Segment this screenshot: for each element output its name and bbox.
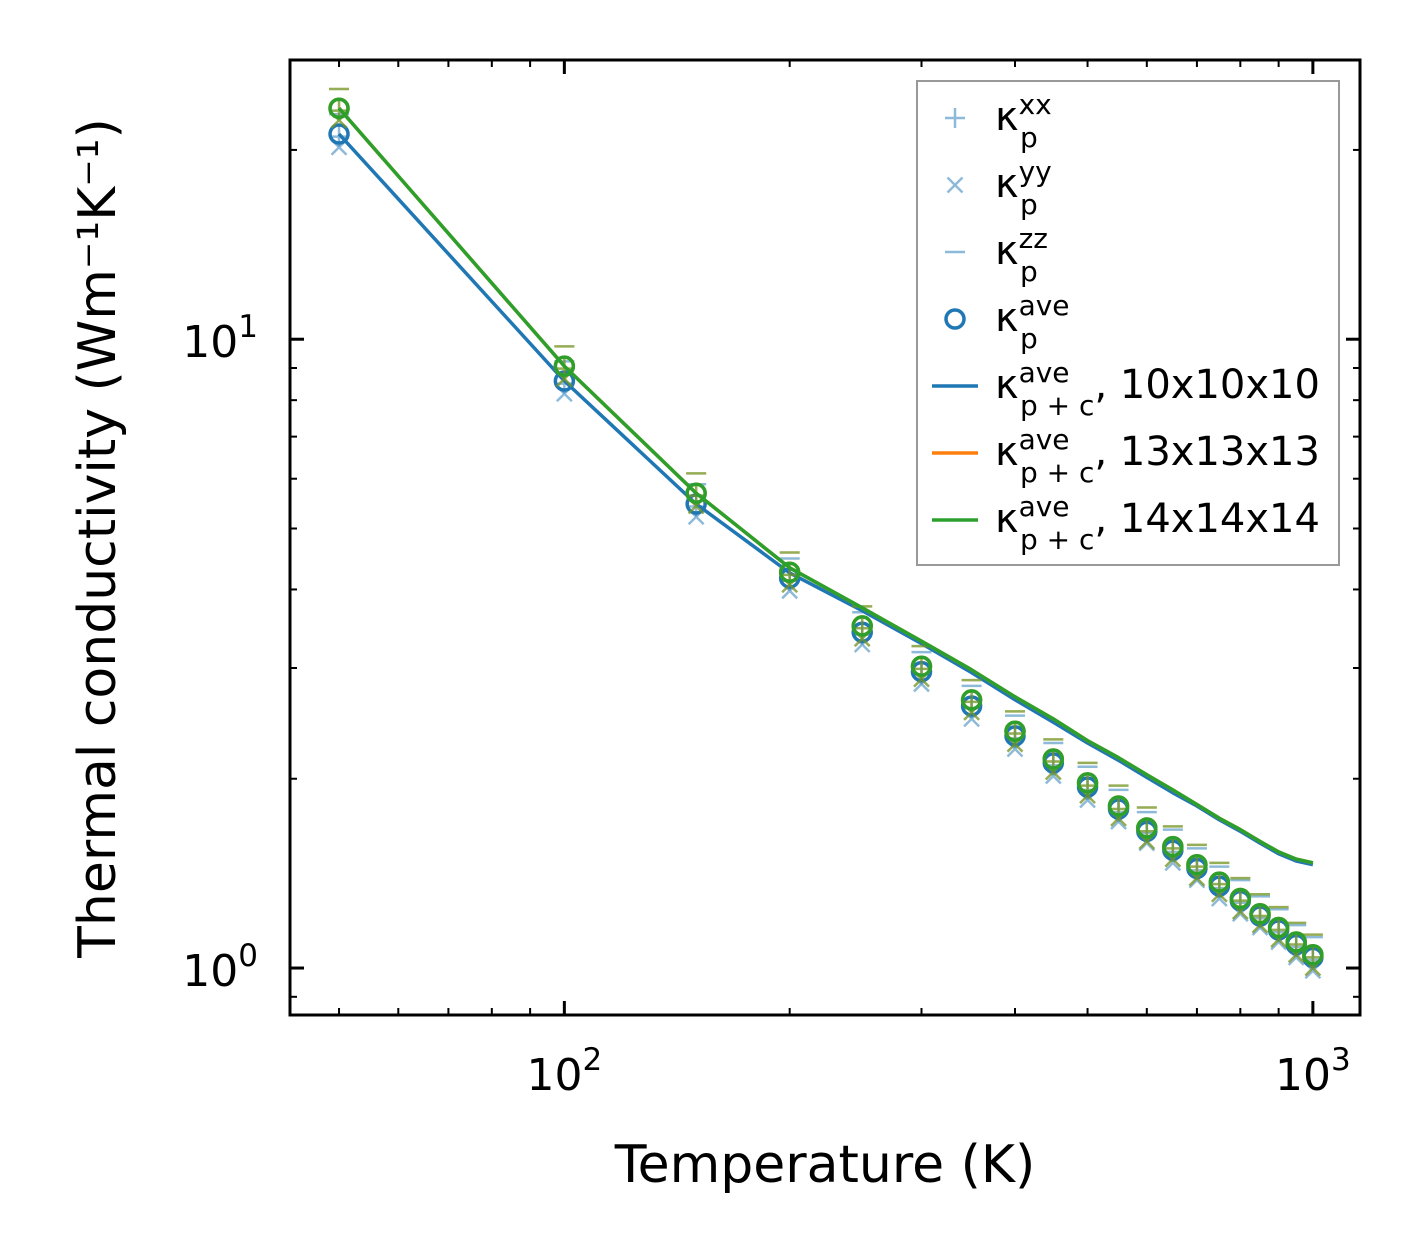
legend-label-base: κ [995, 161, 1019, 207]
legend-label: κave p [995, 289, 1070, 355]
kp-ave-point [1229, 887, 1252, 910]
legend-label-sub: p [1020, 121, 1038, 154]
kp-ave-point [1004, 720, 1026, 742]
kp-ave-point [1302, 943, 1324, 966]
legend-label: κyy p [995, 155, 1052, 221]
kp-ave-point [960, 689, 983, 711]
legend-label: κxx p [995, 88, 1052, 154]
y-tick-label-exponent: 0 [238, 938, 258, 974]
kp-ave-point [1285, 931, 1307, 953]
legend-label-sub: p [1020, 188, 1038, 221]
x-tick-label-base: 10 [1275, 1050, 1331, 1101]
legend-item: κave p [944, 289, 1070, 355]
legend-label: κzz p [995, 222, 1048, 288]
legend-item: κave p + c, 10x10x10 [932, 356, 1320, 422]
legend-label: κave p + c, 10x10x10 [995, 356, 1320, 422]
legend-label-sup: ave [1019, 490, 1070, 523]
legend-x-icon [946, 176, 964, 194]
legend-item: κyy p [946, 155, 1052, 221]
kp-ave-point [1249, 902, 1271, 925]
x-tick-label: 103 [1275, 1042, 1351, 1101]
kp-ave-point [553, 355, 576, 377]
kp-ave-point [851, 615, 873, 637]
x-tick-label-exponent: 3 [1331, 1042, 1351, 1078]
kp-ave-point [685, 482, 707, 504]
legend-label-sup: xx [1019, 88, 1052, 121]
legend-label-base: κ [995, 429, 1019, 475]
x-tick-label-base: 10 [526, 1050, 582, 1101]
legend-item: κave p + c, 13x13x13 [932, 423, 1320, 489]
y-axis-label: Thermal conductivity (Wm⁻¹K⁻¹) [68, 118, 128, 959]
legend-label-suffix: , 13x13x13 [1094, 429, 1319, 475]
kp-ave-point [910, 655, 933, 677]
legend-label-suffix: , 14x14x14 [1094, 496, 1319, 542]
axis-ticks [290, 60, 1360, 1015]
kp-ave-point [1162, 835, 1184, 858]
legend-label-base: κ [995, 94, 1019, 140]
legend-label: κave p + c, 14x14x14 [995, 490, 1320, 556]
legend-label: κave p + c, 13x13x13 [995, 423, 1320, 489]
y-tick-label-exponent: 1 [238, 309, 258, 345]
legend-box [916, 80, 1340, 566]
kpc-ave-line [337, 107, 1314, 865]
y-tick-label: 101 [182, 309, 258, 368]
legend-label-sub: p + c [1020, 389, 1094, 422]
legend-label-sub: p [1020, 255, 1038, 288]
kp-ave-point [1076, 772, 1099, 794]
kp-ave-point [1267, 916, 1290, 939]
legend-label-sup: ave [1019, 423, 1070, 456]
legend-label-sup: ave [1019, 356, 1070, 389]
legend-x-icon-b [946, 176, 964, 194]
legend-label-sup: yy [1019, 155, 1052, 188]
y-tick-label: 100 [182, 938, 258, 997]
legend-label-base: κ [995, 362, 1019, 408]
legend-plus-icon [945, 108, 965, 128]
legend-label-sup: ave [1019, 289, 1070, 322]
legend-label-sup: zz [1019, 222, 1048, 255]
x-tick-label: 102 [526, 1042, 602, 1101]
kp-ave-point [1042, 748, 1065, 770]
legend-label-base: κ [995, 496, 1019, 542]
legend-label-sub: p + c [1020, 523, 1094, 556]
legend-item: κxx p [945, 88, 1052, 154]
kp-ave-point [328, 97, 350, 119]
x-axis-label: Temperature (K) [614, 1135, 1036, 1195]
kp-ave-point [1208, 871, 1231, 893]
legend-item: κave p + c, 14x14x14 [932, 490, 1320, 556]
kp-ave-point [1136, 817, 1158, 839]
y-tick-label-base: 10 [182, 317, 238, 368]
kp-ave-point [1186, 853, 1208, 876]
legend-label-base: κ [995, 295, 1019, 341]
kp-ave-point [1107, 795, 1130, 817]
plot-marks [328, 87, 1324, 980]
legend-label-base: κ [995, 228, 1019, 274]
series-14x14x14 [328, 87, 1324, 977]
legend-item: κzz p [945, 222, 1048, 288]
kp-ave-point [328, 123, 350, 145]
legend-label-sub: p [1020, 322, 1038, 355]
x-tick-label-exponent: 2 [582, 1042, 602, 1078]
legend-label-suffix: , 10x10x10 [1094, 362, 1319, 408]
legend-label-sub: p + c [1020, 456, 1094, 489]
y-tick-label-base: 10 [182, 946, 238, 997]
legend-circle-icon [944, 308, 966, 330]
plot-frame [288, 58, 1362, 1017]
